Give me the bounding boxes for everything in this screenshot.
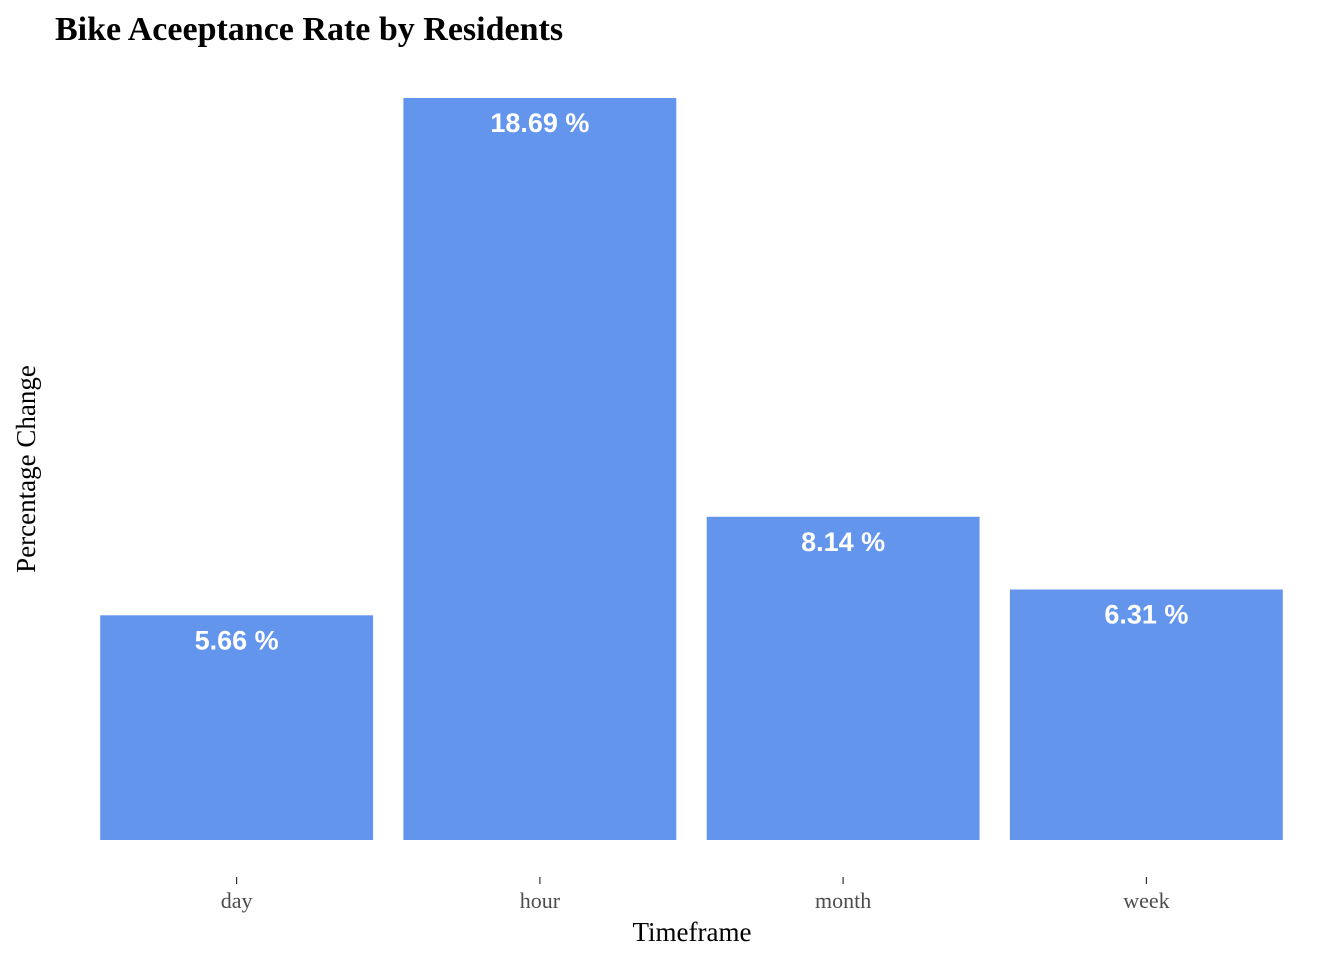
data-label-week: 6.31 % <box>1104 600 1188 630</box>
x-axis-title: Timeframe <box>633 917 752 947</box>
x-tick-label-day: day <box>221 888 253 913</box>
plot-area: 5.66 % day 18.69 % hour 8.14 % month 6.31 % wee… <box>100 98 1283 913</box>
bar-day <box>100 615 374 840</box>
x-tick-label-month: month <box>815 888 871 913</box>
x-tick-label-hour: hour <box>520 888 561 913</box>
data-label-hour: 18.69 % <box>490 108 589 138</box>
bar-month <box>706 516 980 840</box>
chart-title: Bike Aceeptance Rate by Residents <box>55 11 563 48</box>
y-axis-title: Percentage Change <box>11 365 41 573</box>
data-label-month: 8.14 % <box>801 527 885 557</box>
x-tick-label-week: week <box>1123 888 1169 913</box>
bar-hour <box>403 98 677 840</box>
data-label-day: 5.66 % <box>195 625 279 655</box>
bar-week <box>1009 589 1283 840</box>
